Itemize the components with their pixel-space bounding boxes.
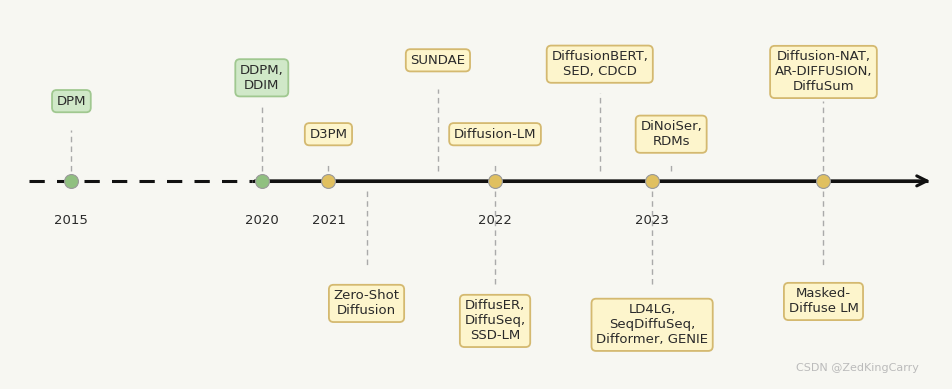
Text: Diffusion-NAT,
AR-DIFFUSION,
DiffuSum: Diffusion-NAT, AR-DIFFUSION, DiffuSum: [775, 51, 872, 93]
Text: SUNDAE: SUNDAE: [410, 54, 466, 67]
Text: DDPM,
DDIM: DDPM, DDIM: [240, 64, 284, 92]
Text: 2022: 2022: [478, 214, 512, 227]
Text: 2021: 2021: [311, 214, 346, 227]
Text: DPM: DPM: [57, 95, 86, 108]
Text: DiffusionBERT,
SED, CDCD: DiffusionBERT, SED, CDCD: [551, 50, 648, 78]
Text: DiNoiSer,
RDMs: DiNoiSer, RDMs: [641, 120, 702, 148]
Text: Zero-Shot
Diffusion: Zero-Shot Diffusion: [333, 289, 400, 317]
Text: CSDN @ZedKingCarry: CSDN @ZedKingCarry: [796, 363, 919, 373]
Text: 2020: 2020: [245, 214, 279, 227]
Text: 2023: 2023: [635, 214, 669, 227]
Text: LD4LG,
SeqDiffuSeq,
Difformer, GENIE: LD4LG, SeqDiffuSeq, Difformer, GENIE: [596, 303, 708, 346]
Text: D3PM: D3PM: [309, 128, 347, 141]
Text: DiffusER,
DiffuSeq,
SSD-LM: DiffusER, DiffuSeq, SSD-LM: [465, 300, 526, 342]
Text: Masked-
Diffuse LM: Masked- Diffuse LM: [788, 287, 859, 315]
Text: 2015: 2015: [54, 214, 89, 227]
Text: Diffusion-LM: Diffusion-LM: [454, 128, 536, 141]
